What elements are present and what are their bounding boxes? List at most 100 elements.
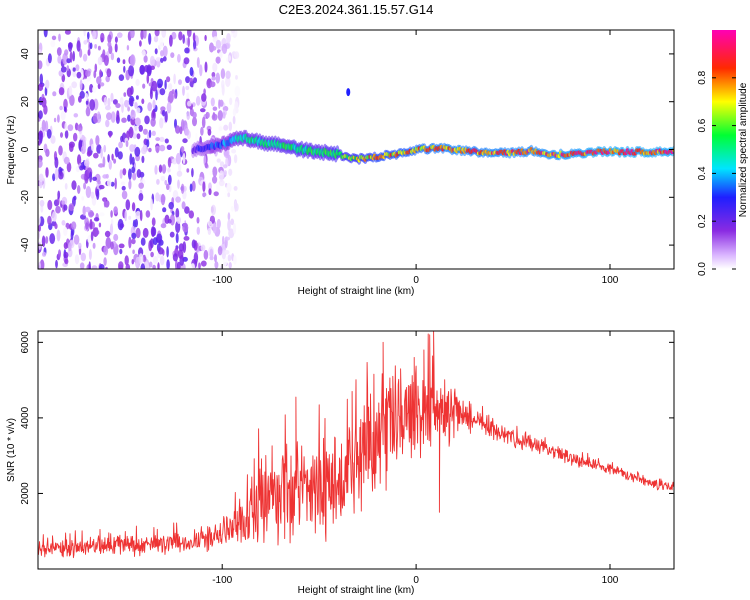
noise-blob	[77, 124, 83, 132]
noise-blob	[64, 49, 69, 56]
noise-blob	[187, 30, 192, 38]
noise-blob	[187, 100, 192, 107]
noise-blob	[182, 85, 185, 96]
noise-blob	[64, 129, 69, 139]
noise-blob	[159, 136, 165, 142]
colorbar-tick-label: 0.8	[697, 70, 708, 84]
noise-blob	[142, 83, 146, 89]
noise-blob	[158, 164, 163, 173]
noise-blob	[128, 215, 132, 220]
noise-blob	[135, 95, 139, 100]
noise-blob	[83, 30, 86, 37]
noise-blob	[162, 56, 167, 62]
noise-blob	[148, 33, 152, 45]
noise-blob	[164, 138, 169, 144]
noise-blob	[168, 83, 173, 91]
noise-blob	[125, 199, 131, 211]
noise-blob	[131, 156, 135, 166]
noise-blob	[93, 217, 100, 222]
noise-blob	[228, 168, 233, 176]
noise-blob	[64, 122, 68, 132]
noise-blob	[217, 246, 223, 256]
noise-blob	[38, 214, 41, 226]
noise-blob	[160, 50, 164, 57]
noise-blob	[46, 128, 52, 139]
y-tick-label: -20	[20, 190, 31, 205]
noise-blob	[198, 262, 201, 269]
noise-blob	[191, 180, 196, 192]
noise-blob	[42, 251, 47, 257]
noise-blob	[234, 101, 239, 112]
noise-blob	[56, 47, 62, 56]
y-tick-label: 0	[20, 146, 31, 152]
noise-blob	[141, 155, 145, 164]
noise-blob	[96, 76, 102, 85]
noise-blob	[234, 51, 240, 59]
noise-blob	[218, 51, 223, 59]
noise-blob	[187, 36, 190, 48]
noise-blob	[51, 35, 57, 41]
noise-blob	[51, 211, 57, 222]
noise-blob	[82, 53, 88, 62]
noise-blob	[84, 206, 91, 213]
noise-blob	[115, 103, 121, 109]
noise-blob	[38, 83, 44, 92]
noise-blob	[215, 56, 221, 64]
noise-blob	[167, 174, 172, 185]
noise-blob	[233, 255, 237, 265]
noise-blob	[199, 64, 203, 77]
noise-blob	[63, 226, 68, 236]
noise-blob	[103, 198, 107, 208]
noise-blob	[145, 248, 150, 259]
noise-blob	[85, 70, 91, 77]
noise-blob	[38, 110, 43, 120]
noise-blob	[128, 65, 135, 77]
noise-blob	[212, 223, 217, 234]
noise-blob	[79, 79, 83, 91]
noise-blob	[56, 229, 61, 242]
noise-blob	[169, 34, 173, 47]
noise-blob	[92, 30, 97, 40]
x-tick-label: 0	[413, 575, 419, 586]
noise-blob	[38, 173, 44, 183]
chart-title: C2E3.2024.361.15.57.G14	[279, 2, 434, 17]
noise-blob	[107, 34, 112, 44]
noise-blob	[64, 258, 69, 265]
noise-blob	[117, 151, 123, 160]
noise-blob	[123, 65, 126, 73]
noise-blob	[211, 76, 216, 81]
noise-blob	[78, 242, 82, 250]
noise-blob	[38, 224, 41, 232]
noise-blob	[110, 181, 115, 187]
noise-blob	[105, 266, 108, 269]
snr-xlabel: Height of straight line (km)	[298, 585, 415, 596]
spectrogram-ticks: -100 0 100 -40 -20 0 20 40	[20, 30, 674, 286]
noise-blob	[103, 96, 108, 106]
noise-blob	[113, 233, 119, 242]
noise-blob	[140, 30, 144, 40]
noise-blob	[178, 31, 183, 41]
noise-blob	[185, 85, 190, 91]
noise-blob	[113, 206, 118, 215]
noise-blob	[133, 144, 137, 149]
snr-ylabel: SNR (10 * v/v)	[6, 418, 17, 482]
noise-blob	[45, 79, 50, 90]
noise-blob	[225, 76, 231, 88]
noise-blob	[129, 54, 136, 67]
colorbar-tick-label: 0.0	[697, 262, 708, 276]
noise-blob	[110, 241, 114, 250]
noise-blob	[39, 199, 45, 207]
noise-blob	[206, 112, 210, 119]
noise-blob	[181, 201, 186, 210]
noise-blob	[106, 112, 112, 121]
noise-blob	[209, 171, 213, 176]
noise-blob	[192, 116, 197, 127]
snr-panel: -100 0 100 2000 4000 6000 Height of straight …	[6, 330, 675, 596]
spectrogram-xlabel: Height of straight line (km)	[298, 286, 415, 297]
noise-blob	[64, 30, 71, 35]
noise-blob	[144, 261, 149, 269]
noise-blob	[143, 55, 148, 63]
noise-blob	[123, 177, 130, 184]
noise-blob	[93, 152, 99, 159]
noise-blob	[148, 147, 152, 153]
